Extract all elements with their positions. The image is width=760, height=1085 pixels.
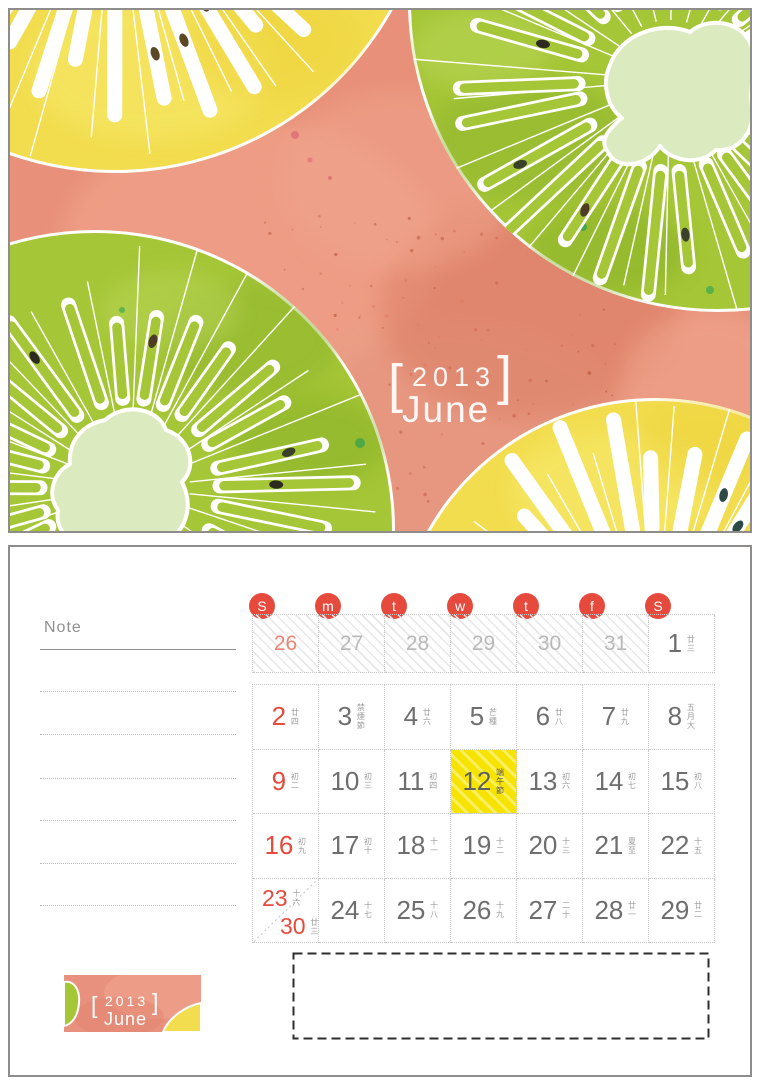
kiwi-artwork-card: [ 2013 ] June xyxy=(8,8,752,533)
note-underline xyxy=(40,649,236,650)
logo-bracket-right: ] xyxy=(152,989,158,1015)
kiwi-slice-yellow-top-left xyxy=(10,10,433,173)
logo-year: 2013 xyxy=(105,993,148,1009)
note-line xyxy=(40,820,236,821)
memo-dashed-box xyxy=(292,952,710,1040)
title-year: 2013 xyxy=(412,362,496,392)
kiwi-core xyxy=(50,407,193,531)
calendar-cell: 30 xyxy=(517,615,583,673)
calendar-cell: 27 xyxy=(319,615,385,673)
calendar-cell: 24 十七 xyxy=(319,878,385,943)
calendar-grid: 2 廿四 3 禁煙節 4 廿六 5 芒種 6 廿八 7 廿九 8 五月大 9 初二 10 初三 1… xyxy=(252,684,715,943)
calendar-cell: 18 十一 xyxy=(385,814,451,879)
note-label: Note xyxy=(44,619,82,636)
note-line xyxy=(40,905,236,906)
calendar-cell: 4 廿六 xyxy=(385,685,451,750)
note-line xyxy=(40,863,236,864)
title-bracket-right: ] xyxy=(497,346,512,406)
logo-month: June xyxy=(104,1009,147,1029)
calendar-cell: 28 xyxy=(385,615,451,673)
kiwi-illustration: [ 2013 ] June xyxy=(10,10,750,531)
month-logo-art: [ 2013 ] June xyxy=(63,967,214,1037)
title-month: June xyxy=(402,389,490,430)
note-line xyxy=(40,778,236,779)
calendar-cell: 1 廿三 xyxy=(649,615,715,673)
calendar-cell: 25 十八 xyxy=(385,878,451,943)
calendar-cell: 14 初七 xyxy=(583,749,649,814)
calendar-cell: 16 初九 xyxy=(253,814,319,879)
note-line xyxy=(40,691,236,692)
calendar-cell: 2 廿四 xyxy=(253,685,319,750)
kiwi-core xyxy=(602,20,750,167)
logo-green-corner xyxy=(63,980,81,1028)
calendar-cell: 19 十二 xyxy=(451,814,517,879)
calendar-cell: 26 xyxy=(253,615,319,673)
calendar-cell-festival: 12 端午節 xyxy=(451,749,517,814)
calendar-cell: 28 廿一 xyxy=(583,878,649,943)
kiwi-slice-green-top-right xyxy=(408,10,750,312)
calendar-card: Note S m t w t f S 26 27 28 29 30 31 1 廿三… xyxy=(8,545,752,1077)
artwork-title: [ 2013 ] June xyxy=(388,346,512,430)
calendar-cell: 15 初八 xyxy=(649,749,715,814)
calendar-cell: 29 xyxy=(451,615,517,673)
calendar-cell: 5 芒種 xyxy=(451,685,517,750)
calendar-leading-row: 26 27 28 29 30 31 1 廿三 xyxy=(252,614,715,673)
calendar-cell: 20 十三 xyxy=(517,814,583,879)
kiwi-slice-green-bottom-left xyxy=(10,230,395,531)
calendar-cell: 13 初六 xyxy=(517,749,583,814)
calendar-cell: 8 五月大 xyxy=(649,685,715,750)
calendar-cell: 22 十五 xyxy=(649,814,715,879)
title-bracket-left: [ xyxy=(388,354,403,414)
calendar-cell: 21 夏至 xyxy=(583,814,649,879)
calendar-cell: 10 初三 xyxy=(319,749,385,814)
calendar-cell: 31 xyxy=(583,615,649,673)
calendar-cell: 11 初四 xyxy=(385,749,451,814)
calendar-cell: 29 廿二 xyxy=(649,878,715,943)
calendar-cell: 7 廿九 xyxy=(583,685,649,750)
calendar-cell: 9 初二 xyxy=(253,749,319,814)
calendar-cell: 6 廿八 xyxy=(517,685,583,750)
calendar-cell: 26 十九 xyxy=(451,878,517,943)
kiwi-slice-yellow-bottom-right xyxy=(393,398,750,531)
calendar-cell-split: 23 十六 30 廿三 xyxy=(253,878,319,943)
logo-bracket-left: [ xyxy=(91,992,98,1018)
dashed-border xyxy=(292,952,710,1040)
note-line xyxy=(40,734,236,735)
calendar-cell: 3 禁煙節 xyxy=(319,685,385,750)
calendar-cell: 27 二十 xyxy=(517,878,583,943)
month-logo: [ 2013 ] June xyxy=(63,967,214,1037)
calendar-cell: 17 初十 xyxy=(319,814,385,879)
